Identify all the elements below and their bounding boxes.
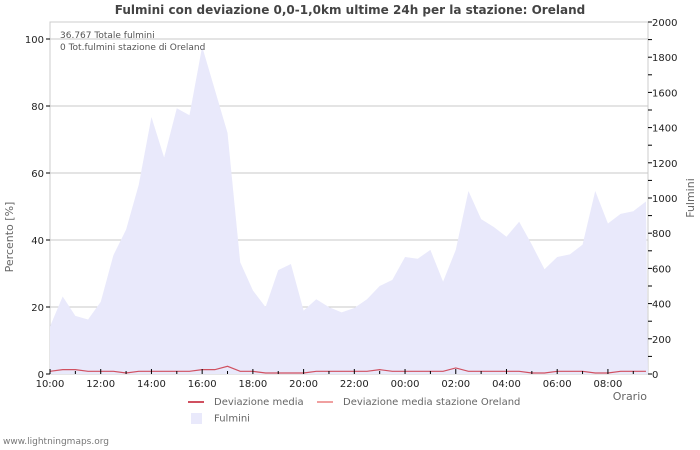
chart-title: Fulmini con deviazione 0,0-1,0km ultime … xyxy=(114,3,586,17)
deviazione-media-line xyxy=(49,365,646,374)
svg-text:12:00: 12:00 xyxy=(86,379,115,390)
svg-text:06:00: 06:00 xyxy=(543,379,572,390)
svg-text:00:00: 00:00 xyxy=(391,379,420,390)
station-total-annotation: 0 Tot.fulmini stazione di Oreland xyxy=(60,43,205,53)
svg-text:2000: 2000 xyxy=(652,18,677,29)
legend-label: Fulmini xyxy=(214,413,250,425)
svg-text:1600: 1600 xyxy=(652,88,677,99)
legend-deviazione-media: Deviazione media xyxy=(188,397,304,408)
total-annotation: 36.767 Totale fulmini xyxy=(60,31,155,41)
svg-text:08:00: 08:00 xyxy=(594,379,623,390)
svg-text:80: 80 xyxy=(31,102,44,113)
svg-text:04:00: 04:00 xyxy=(492,379,521,390)
svg-text:20: 20 xyxy=(31,303,44,314)
svg-text:20:00: 20:00 xyxy=(289,379,318,390)
legend-label: Deviazione media xyxy=(214,397,304,408)
legend-swatch-fulmini xyxy=(191,413,202,424)
right-axis-ticks: 0 200 400 600 800 1000 1200 1400 1600 1800 2000 xyxy=(648,18,677,381)
svg-text:1000: 1000 xyxy=(652,194,677,205)
svg-text:14:00: 14:00 xyxy=(137,379,166,390)
legend-swatch-dev-media xyxy=(188,401,204,403)
svg-text:800: 800 xyxy=(652,229,671,240)
svg-text:100: 100 xyxy=(25,35,44,46)
footer-credit: www.lightningmaps.org xyxy=(3,437,109,447)
svg-text:22:00: 22:00 xyxy=(340,379,369,390)
svg-text:400: 400 xyxy=(652,300,671,311)
legend-label: Deviazione media stazione Oreland xyxy=(343,397,521,408)
svg-text:10:00: 10:00 xyxy=(36,379,65,390)
x-axis-label: Orario xyxy=(613,390,648,403)
svg-text:60: 60 xyxy=(31,169,44,180)
svg-text:200: 200 xyxy=(652,335,671,346)
svg-text:02:00: 02:00 xyxy=(441,379,470,390)
svg-text:1400: 1400 xyxy=(652,124,677,135)
legend-fulmini: Fulmini xyxy=(191,413,250,425)
svg-text:16:00: 16:00 xyxy=(188,379,217,390)
x-axis-ticks: 10:00 12:00 14:00 16:00 18:00 20:00 22:00 00:00… xyxy=(36,369,634,390)
svg-text:600: 600 xyxy=(652,264,671,275)
svg-text:18:00: 18:00 xyxy=(238,379,267,390)
svg-text:1200: 1200 xyxy=(652,159,677,170)
left-axis-ticks: 0 20 40 60 80 100 xyxy=(25,35,50,381)
legend-deviazione-stazione: Deviazione media stazione Oreland xyxy=(317,397,520,408)
svg-text:0: 0 xyxy=(38,370,44,381)
svg-text:1800: 1800 xyxy=(652,53,677,64)
legend-swatch-dev-station xyxy=(317,401,333,403)
right-axis-label: Fulmini xyxy=(684,178,697,218)
left-axis-label: Percento [%] xyxy=(3,202,16,273)
svg-text:40: 40 xyxy=(31,236,44,247)
fulmini-area xyxy=(50,46,648,374)
svg-text:0: 0 xyxy=(652,370,658,381)
